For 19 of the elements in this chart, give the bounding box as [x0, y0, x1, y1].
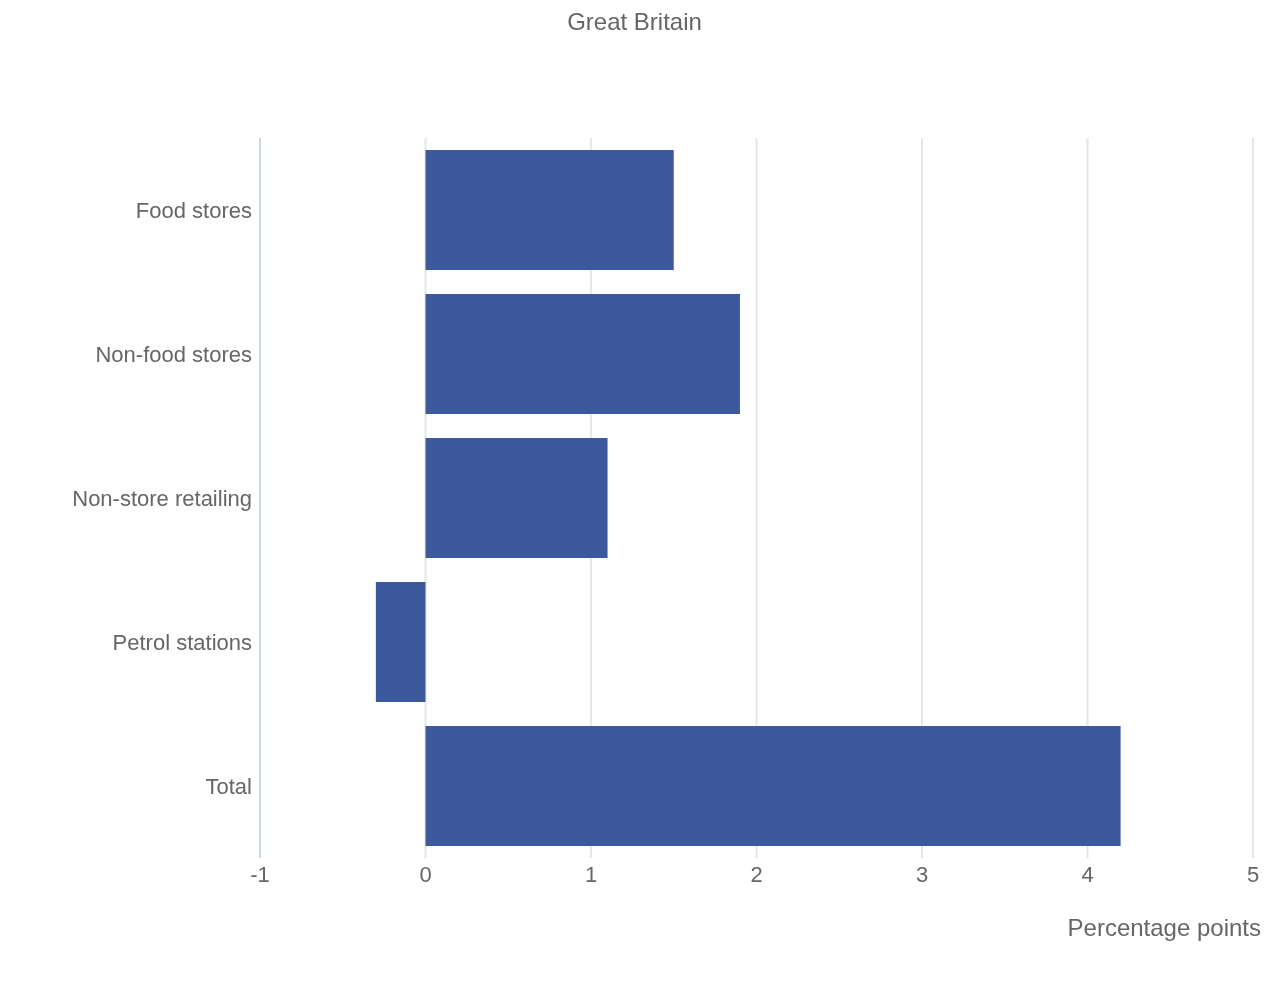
chart-title: Great Britain: [566, 8, 703, 36]
x-tick-label: -1: [250, 861, 270, 887]
x-tick-label: 4: [1081, 861, 1094, 887]
y-tick-label: Petrol stations: [112, 629, 252, 655]
y-tick-label: Food stores: [135, 197, 252, 223]
bar: [425, 438, 608, 558]
y-tick-label: Total: [205, 773, 252, 799]
x-tick-label: 2: [750, 861, 763, 887]
bar: [375, 582, 426, 702]
x-tick-label: 5: [1246, 861, 1260, 887]
x-axis-title: Percentage points: [1066, 914, 1261, 942]
x-tick-label: 0: [419, 861, 432, 887]
y-tick-label: Non-food stores: [95, 341, 252, 367]
x-tick-label: 1: [584, 861, 598, 887]
bar: [425, 150, 674, 270]
x-tick-label: 3: [915, 861, 929, 887]
y-tick-label: Non-store retailing: [72, 485, 252, 511]
bar: [425, 294, 740, 414]
bar: [425, 726, 1121, 846]
